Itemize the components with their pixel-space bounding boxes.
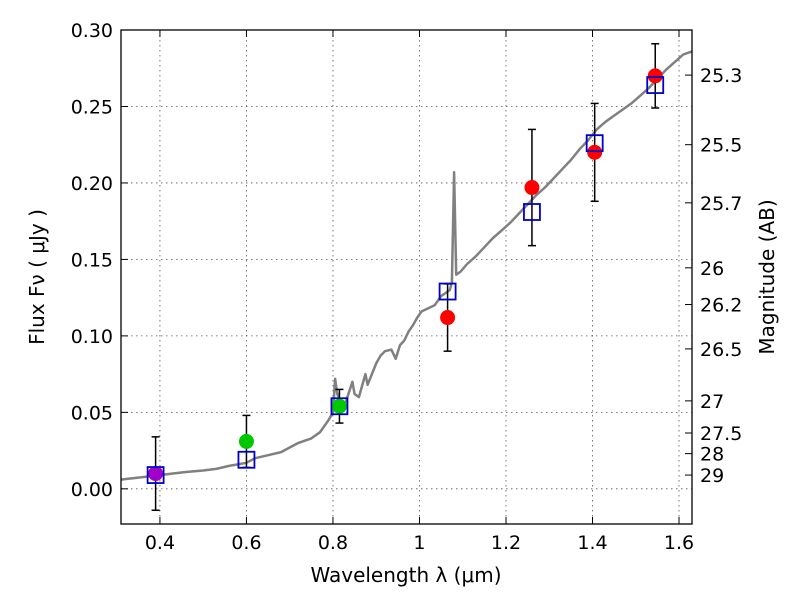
magnitude-tick-label: 25.5: [700, 135, 742, 157]
observed-flux-point: [238, 433, 254, 449]
y-tick-label: 0.00: [71, 479, 113, 501]
model-flux-square: [237, 450, 256, 469]
model-flux-square: [646, 76, 665, 94]
x-tick-label: 1: [413, 532, 425, 554]
magnitude-tick-label: 29: [700, 465, 724, 487]
observed-flux-point: [440, 310, 456, 326]
x-tick-label: 0.8: [318, 532, 348, 554]
x-tick-label: 0.4: [145, 532, 175, 554]
y-tick-label: 0.20: [71, 173, 113, 195]
y-tick-label: 0.25: [71, 96, 113, 118]
magnitude-tick-label: 27.5: [700, 423, 742, 445]
model-flux-square: [585, 134, 604, 153]
tick-layer: 0.4 0.6 0.8 1 1.2 1.4 1.6 0.00 0.05 0.10 0.15 0.20 0…: [71, 20, 743, 554]
observed-flux-point: [148, 466, 164, 482]
observed-flux-point: [647, 68, 663, 84]
model-spectrum-line: [120, 50, 693, 481]
magnitude-tick-label: 25.7: [700, 193, 742, 215]
x-tick-label: 1.6: [664, 532, 694, 554]
x-tick-label: 0.6: [231, 532, 261, 554]
model-flux-square: [438, 282, 457, 301]
observed-flux-point: [524, 180, 540, 196]
model-flux-square: [523, 203, 541, 221]
spectrum-layer: [120, 50, 693, 481]
x-tick-label: 1.4: [577, 532, 607, 554]
magnitude-axis-label: Magnitude (AB): [755, 199, 779, 354]
marker-layer: [146, 43, 665, 511]
observed-flux-point: [331, 398, 347, 414]
magnitude-tick-label: 26.2: [700, 295, 742, 317]
grid-layer: [121, 29, 692, 524]
x-tick-label: 1.2: [491, 532, 521, 554]
magnitude-tick-label: 26: [700, 258, 724, 280]
model-flux-square: [330, 397, 349, 416]
x-axis-label: Wavelength λ (μm): [310, 563, 501, 587]
y-tick-label: 0.05: [71, 402, 113, 424]
magnitude-tick-label: 28: [700, 444, 724, 466]
observed-flux-point: [587, 144, 603, 160]
plot-frame: [120, 29, 693, 525]
y-axis-label: Flux Fν ( μJy ): [25, 209, 49, 345]
y-tick-label: 0.30: [71, 20, 113, 42]
magnitude-tick-label: 25.3: [700, 65, 742, 87]
y-tick-label: 0.10: [71, 326, 113, 348]
y-tick-label: 0.15: [71, 249, 113, 271]
magnitude-tick-label: 26.5: [700, 339, 742, 361]
model-flux-square: [146, 466, 165, 484]
magnitude-tick-label: 27: [700, 391, 724, 413]
